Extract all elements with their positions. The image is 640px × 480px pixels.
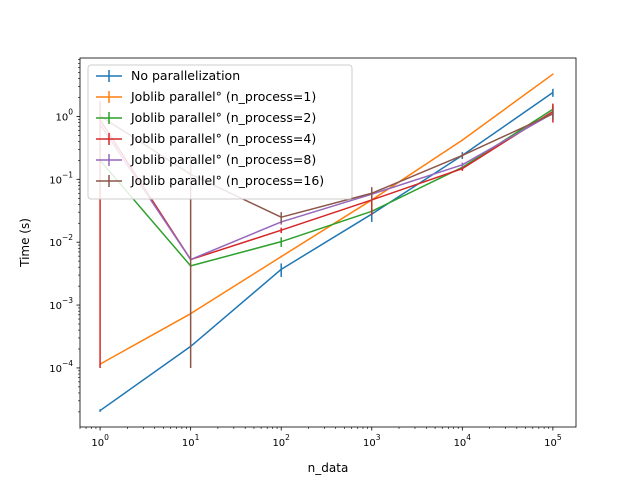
y-tick-label: 10−1 (49, 170, 73, 186)
x-tick-label: 103 (363, 433, 381, 449)
legend-box (87, 64, 353, 200)
legend-label: No parallelization (131, 68, 240, 83)
legend-entry-3: Joblib parallel° (n_process=2) (96, 110, 316, 125)
y-tick-label: 10−2 (49, 233, 73, 249)
legend-label: Joblib parallel° (n_process=4) (130, 131, 316, 146)
x-tick-label: 105 (544, 433, 562, 449)
series-line-2 (99, 73, 554, 365)
x-tick-label: 104 (454, 433, 472, 449)
series-line-3 (99, 108, 554, 267)
x-tick-label: 102 (272, 433, 290, 449)
x-axis-ticks: 100 101 102 103 104 105 (79, 427, 562, 449)
legend-entry-2: Joblib parallel° (n_process=1) (96, 89, 316, 104)
x-tick-label: 100 (91, 433, 109, 449)
legend-entry-4: Joblib parallel° (n_process=4) (96, 131, 316, 146)
y-tick-label: 100 (55, 107, 73, 123)
x-tick-label: 101 (182, 433, 200, 449)
x-axis-label: n_data (308, 461, 349, 475)
legend-entry-6: Joblib parallel° (n_process=16) (96, 173, 324, 188)
legend-label: Joblib parallel° (n_process=16) (130, 173, 324, 188)
series-line-1 (99, 91, 554, 412)
legend-label: Joblib parallel° (n_process=2) (130, 110, 316, 125)
legend: No parallelization Joblib parallel° (n_pr… (87, 64, 353, 200)
legend-label: Joblib parallel° (n_process=1) (130, 89, 316, 104)
series-layer (99, 73, 554, 412)
y-tick-label: 10−4 (49, 359, 73, 375)
legend-entry-1: No parallelization (96, 68, 240, 83)
legend-entry-5: Joblib parallel° (n_process=8) (96, 152, 316, 167)
y-axis-label: Time (s) (18, 218, 32, 268)
y-axis-ticks: 10−4 10−3 10−2 10−1 100 (49, 59, 80, 413)
legend-label: Joblib parallel° (n_process=8) (130, 152, 316, 167)
series-line-5 (99, 112, 554, 261)
y-tick-label: 10−3 (49, 296, 73, 312)
